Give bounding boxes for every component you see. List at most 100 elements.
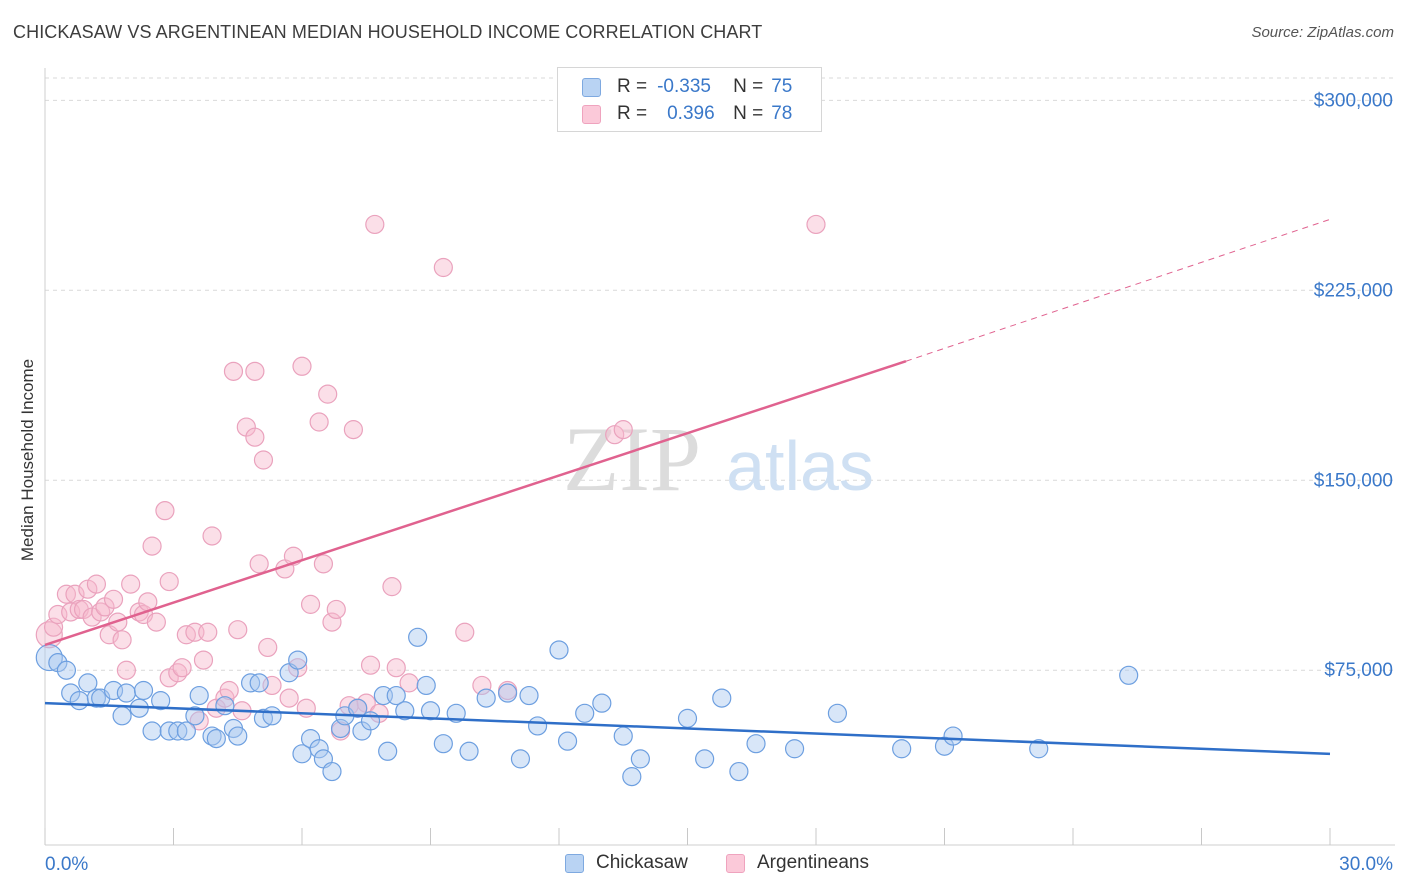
point-argentineans — [343, 420, 363, 440]
watermark-zip: ZIP — [563, 408, 701, 510]
point-argentineans — [360, 655, 381, 675]
point-argentineans — [300, 594, 321, 614]
point-chickasaw — [433, 734, 453, 754]
x-tick-label: 30.0% — [1339, 854, 1393, 875]
point-chickasaw — [176, 721, 196, 741]
point-chickasaw — [416, 675, 436, 696]
point-chickasaw — [784, 739, 805, 759]
chart-title: CHICKASAW VS ARGENTINEAN MEDIAN HOUSEHOL… — [13, 22, 763, 42]
point-chickasaw — [330, 718, 351, 739]
point-chickasaw — [446, 703, 466, 723]
point-argentineans — [65, 584, 85, 604]
point-chickasaw — [943, 726, 963, 746]
legend-n-label: N = — [733, 103, 764, 124]
point-chickasaw — [459, 741, 479, 761]
point-chickasaw — [206, 729, 226, 749]
point-argentineans — [806, 214, 826, 235]
x-tick-labels: 0.0% 30.0% — [45, 854, 1393, 875]
legend-n-value: 75 — [771, 76, 793, 97]
legend-r-value: 0.396 — [667, 103, 715, 124]
point-chickasaw — [527, 716, 548, 736]
legend-n-value: 78 — [771, 103, 793, 124]
y-tick-label: $150,000 — [1314, 470, 1393, 491]
watermark: ZIP atlas — [563, 408, 874, 510]
point-argentineans — [382, 577, 402, 597]
point-chickasaw — [288, 650, 308, 670]
point-chickasaw — [228, 726, 248, 746]
point-chickasaw — [215, 696, 235, 716]
x-tick-label: 0.0% — [45, 854, 88, 875]
correlation-legend: R = -0.335 N = 75 R = 0.396 N = 78 — [557, 67, 822, 132]
point-chickasaw — [262, 706, 282, 726]
point-chickasaw — [185, 706, 205, 726]
point-argentineans — [472, 675, 492, 696]
legend-r-label: R = — [617, 76, 648, 97]
y-tick-label: $75,000 — [1324, 660, 1393, 681]
point-argentineans — [613, 420, 633, 440]
point-chickasaw — [408, 627, 428, 647]
trend-argentineans — [44, 360, 907, 647]
point-chickasaw — [622, 767, 642, 787]
trend-chickasaw — [44, 701, 1331, 756]
chart-source: Source: ZipAtlas.com — [1251, 24, 1394, 41]
series-legend: Chickasaw Argentineans — [0, 852, 1406, 878]
point-argentineans — [193, 650, 214, 670]
legend-n-label: N = — [733, 76, 764, 97]
point-chickasaw — [746, 734, 766, 754]
axes — [44, 68, 1395, 846]
y-tick-label: $300,000 — [1314, 90, 1393, 111]
watermark-atlas: atlas — [726, 427, 874, 505]
point-argentineans — [245, 427, 265, 447]
point-argentineans — [433, 257, 453, 278]
point-chickasaw — [1119, 665, 1139, 685]
point-chickasaw — [112, 706, 132, 726]
point-argentineans — [159, 571, 179, 592]
point-argentineans — [253, 450, 274, 470]
point-argentineans — [86, 574, 107, 594]
point-chickasaw — [151, 691, 171, 711]
point-chickasaw — [592, 693, 612, 713]
legend-row-chickasaw: R = -0.335 N = 75 — [582, 75, 792, 99]
point-argentineans — [146, 612, 166, 632]
point-argentineans — [198, 622, 218, 642]
y-tick-label: $225,000 — [1314, 280, 1393, 301]
point-chickasaw — [729, 761, 749, 782]
legend-item-argentineans[interactable]: Argentineans — [726, 852, 869, 874]
legend-item-chickasaw[interactable]: Chickasaw — [565, 852, 688, 874]
point-chickasaw — [1029, 739, 1049, 759]
point-argentineans — [309, 412, 329, 432]
point-chickasaw — [378, 741, 398, 761]
point-chickasaw — [712, 688, 732, 708]
point-chickasaw — [695, 749, 715, 769]
point-chickasaw — [510, 749, 531, 769]
point-chickasaw — [142, 721, 162, 741]
point-argentineans — [43, 617, 64, 637]
legend-swatch-pink — [726, 853, 745, 873]
point-argentineans — [202, 526, 222, 546]
point-chickasaw — [322, 761, 342, 782]
legend-swatch-blue — [565, 853, 584, 873]
point-argentineans — [313, 554, 334, 574]
point-chickasaw — [677, 708, 698, 728]
point-chickasaw — [557, 731, 578, 751]
point-argentineans — [322, 612, 342, 632]
point-chickasaw — [69, 691, 89, 711]
point-chickasaw — [613, 726, 633, 746]
point-chickasaw — [476, 688, 496, 708]
point-argentineans — [223, 361, 244, 381]
point-chickasaw — [519, 685, 539, 706]
point-chickasaw — [116, 683, 136, 703]
point-chickasaw — [386, 685, 406, 706]
point-argentineans — [365, 214, 385, 235]
point-chickasaw — [249, 673, 269, 693]
trend-argentineans-extension — [905, 218, 1331, 362]
series-argentineans-points — [35, 214, 826, 741]
point-argentineans — [455, 622, 475, 642]
point-chickasaw — [133, 680, 154, 701]
point-argentineans — [228, 620, 248, 640]
point-chickasaw — [189, 685, 209, 706]
point-argentineans — [326, 599, 346, 620]
point-chickasaw — [309, 739, 329, 759]
point-argentineans — [279, 688, 299, 708]
